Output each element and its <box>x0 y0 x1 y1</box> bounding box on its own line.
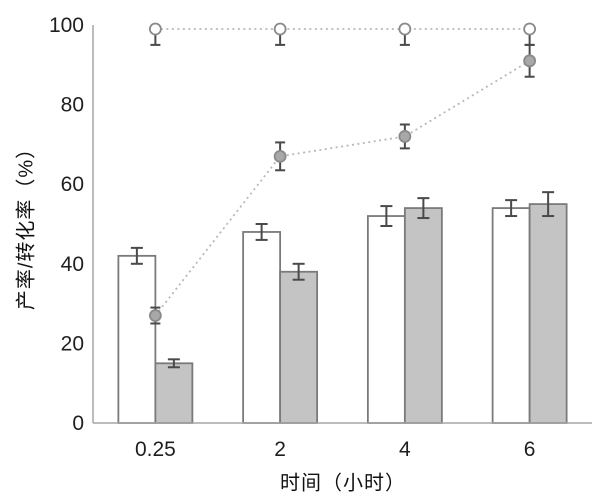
gray-bars-bar-4 <box>403 207 443 424</box>
y-tick-label-0: 0 <box>72 412 84 435</box>
x-axis-title: 时间（小时） <box>280 472 406 495</box>
filled-circle-marker-2 <box>273 149 287 163</box>
open-circle-marker-2 <box>273 22 287 36</box>
tick-labels-layer: 0 20 40 60 80 100 0.25 2 4 6 <box>49 14 536 461</box>
y-tick-label-100: 100 <box>49 14 84 37</box>
white-bars-bar-6 <box>491 207 531 424</box>
gray-bars-bar-6 <box>528 203 568 424</box>
white-bars-bar-4 <box>366 215 406 424</box>
open-circle-marker-6 <box>523 22 537 36</box>
white-bars-bar-2 <box>242 231 282 424</box>
x-tick-label-6: 6 <box>524 438 536 461</box>
white-bars-bar-0.25 <box>117 254 157 424</box>
open-circle-marker-4 <box>398 22 412 36</box>
bars-layer <box>117 203 568 424</box>
y-tick-label-20: 20 <box>61 332 84 355</box>
gray-bars-bar-2 <box>279 270 319 424</box>
x-tick-label-0.25: 0.25 <box>135 438 176 461</box>
x-tick-label-2: 2 <box>274 438 286 461</box>
filled-circle-marker-6 <box>523 54 537 68</box>
filled-circle-series-line <box>154 60 531 317</box>
x-tick-label-4: 4 <box>399 438 411 461</box>
open-circle-marker-0.25 <box>148 22 162 36</box>
y-tick-label-60: 60 <box>61 173 84 196</box>
y-axis-title: 产率/转化率（%） <box>15 137 38 311</box>
gray-bars-bar-0.25 <box>154 362 194 424</box>
axes-layer <box>92 25 592 424</box>
filled-circle-marker-0.25 <box>148 309 162 322</box>
dotted-lines-layer <box>148 22 537 325</box>
filled-circle-marker-4 <box>398 130 412 143</box>
y-tick-label-40: 40 <box>61 253 84 276</box>
y-tick-label-80: 80 <box>61 94 84 117</box>
bar-error-bars-layer <box>130 191 555 369</box>
